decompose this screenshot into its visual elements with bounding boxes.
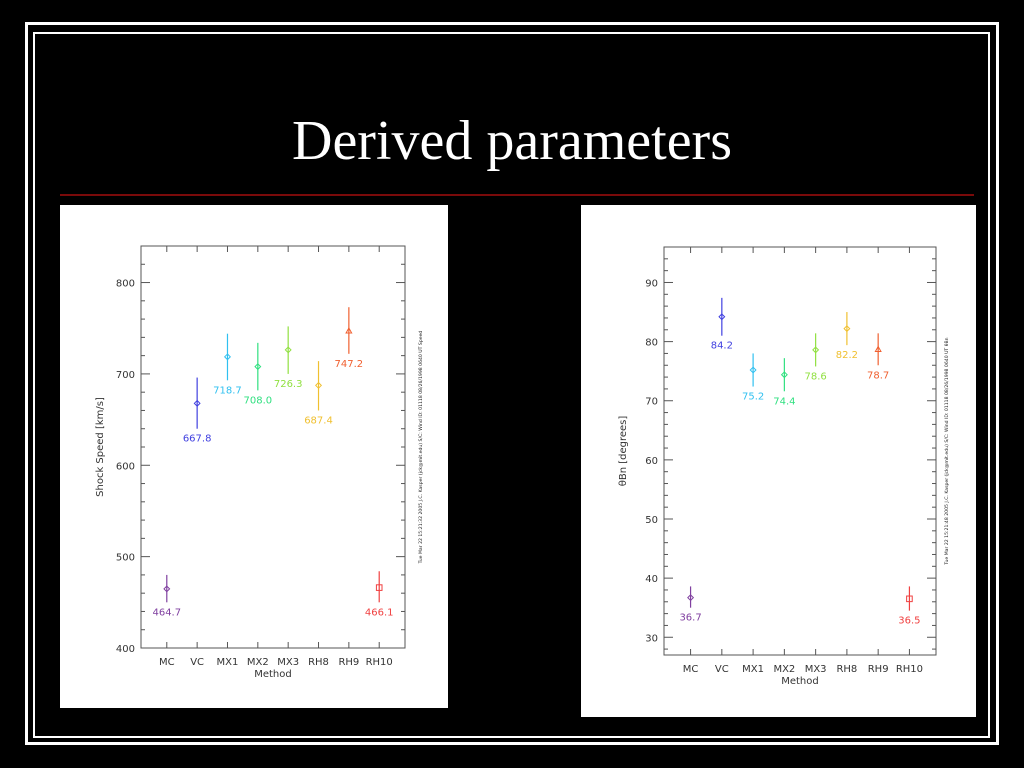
data-point-mc: 464.7 (152, 574, 181, 618)
data-point-rh10: 466.1 (365, 571, 394, 618)
data-point-vc: 667.8 (183, 377, 212, 445)
data-label: 78.6 (804, 371, 826, 382)
data-point-rh9: 747.2 (335, 307, 364, 370)
data-label: 466.1 (365, 607, 394, 618)
data-point-mx1: 75.2 (742, 353, 764, 403)
diamond-marker (223, 353, 231, 361)
diamond-marker (812, 346, 820, 354)
square-marker (906, 595, 913, 603)
data-label: 36.7 (679, 613, 701, 624)
x-tick-label: RH9 (868, 664, 889, 675)
x-tick-label: MX1 (742, 664, 764, 675)
x-tick-label: RH10 (366, 657, 393, 668)
x-tick-label: RH9 (338, 657, 359, 668)
data-label: 718.7 (213, 385, 242, 396)
data-label: 708.0 (244, 395, 273, 406)
slide-inner-border (33, 32, 990, 738)
title-divider (60, 194, 974, 196)
data-label: 78.7 (867, 370, 889, 381)
data-label: 36.5 (898, 616, 920, 627)
y-tick-label: 70 (645, 397, 658, 408)
x-tick-label: VC (715, 664, 729, 675)
data-label: 75.2 (742, 392, 764, 403)
triangle-marker (874, 345, 882, 353)
x-axis-label: Method (254, 669, 292, 680)
diamond-marker (718, 313, 726, 321)
y-axis-label: Shock Speed [km/s] (95, 397, 106, 497)
side-caption: Tue Mar 22 15:21:32 2005 J.C. Kasper (jc… (418, 331, 424, 565)
y-tick-label: 800 (116, 279, 135, 290)
diamond-marker (843, 325, 851, 333)
diamond-marker (687, 594, 695, 602)
x-axis-label: Method (781, 676, 819, 687)
data-point-mx2: 74.4 (773, 358, 796, 407)
plot-frame (663, 246, 937, 656)
theta-bn-chart-panel: 30 40 50 60 70 80 90 MC VC MX1 MX2 MX3 RH8 RH9 RH10 Met… (581, 205, 976, 717)
diamond-marker (749, 366, 757, 374)
data-point-rh10: 36.5 (898, 586, 921, 627)
data-point-rh8: 82.2 (836, 312, 858, 361)
diamond-marker (163, 585, 171, 593)
diamond-marker (315, 381, 323, 389)
x-tick-label: MC (159, 657, 175, 668)
y-tick-label: 60 (645, 456, 658, 467)
data-point-rh9: 78.7 (867, 333, 889, 381)
x-tick-label: MC (683, 664, 699, 675)
x-tick-label: MX2 (773, 664, 795, 675)
y-tick-label: 40 (645, 574, 658, 585)
data-label: 464.7 (152, 607, 181, 618)
x-tick-label: VC (190, 657, 204, 668)
diamond-marker (284, 346, 292, 354)
data-point-vc: 84.2 (711, 297, 733, 352)
y-tick-label: 80 (645, 338, 658, 349)
y-tick-label: 700 (116, 370, 135, 381)
data-label: 84.2 (711, 341, 733, 352)
data-point-mx3: 726.3 (274, 326, 303, 390)
data-label: 667.8 (183, 434, 212, 445)
y-tick-label: 90 (645, 278, 658, 289)
x-tick-label: RH10 (896, 664, 923, 675)
data-label: 726.3 (274, 379, 303, 390)
x-tick-label: RH8 (308, 657, 329, 668)
theta-bn-chart: 30 40 50 60 70 80 90 MC VC MX1 MX2 MX3 RH8 RH9 RH10 Met… (618, 246, 950, 687)
data-point-mx2: 708.0 (244, 342, 273, 406)
data-point-mc: 36.7 (679, 586, 702, 624)
shock-speed-chart-panel: 400 500 600 700 800 MC VC MX1 MX2 MX3 RH8 RH9 RH10 Me… (60, 205, 448, 708)
y-tick-label: 400 (116, 644, 135, 655)
diamond-marker (254, 363, 262, 371)
x-tick-label: MX3 (277, 657, 299, 668)
shock-speed-chart: 400 500 600 700 800 MC VC MX1 MX2 MX3 RH8 RH9 RH10 Me… (95, 245, 424, 680)
diamond-marker (193, 399, 201, 407)
y-tick-label: 50 (645, 515, 658, 526)
plot-frame (140, 245, 406, 649)
data-label: 687.4 (304, 415, 333, 426)
y-tick-label: 600 (116, 461, 135, 472)
square-marker (375, 584, 383, 591)
triangle-marker (345, 326, 353, 334)
data-point-rh8: 687.4 (304, 361, 333, 426)
x-tick-label: MX3 (805, 664, 827, 675)
y-axis-label: θBn [degrees] (618, 416, 629, 487)
y-tick-label: 30 (645, 633, 658, 644)
y-tick-label: 500 (116, 553, 135, 564)
data-label: 747.2 (335, 359, 364, 370)
side-caption: Tue Mar 22 15:21:48 2005 J.C. Kasper (jc… (944, 337, 950, 565)
diamond-marker (780, 371, 788, 379)
x-tick-label: RH8 (836, 664, 857, 675)
data-point-mx3: 78.6 (804, 333, 827, 382)
data-label: 82.2 (836, 350, 858, 361)
slide-title: Derived parameters (292, 110, 732, 172)
slide-outer-border (25, 22, 999, 745)
x-tick-label: MX1 (217, 657, 239, 668)
data-label: 74.4 (773, 396, 795, 407)
x-tick-label: MX2 (247, 657, 269, 668)
data-point-mx1: 718.7 (213, 333, 242, 396)
